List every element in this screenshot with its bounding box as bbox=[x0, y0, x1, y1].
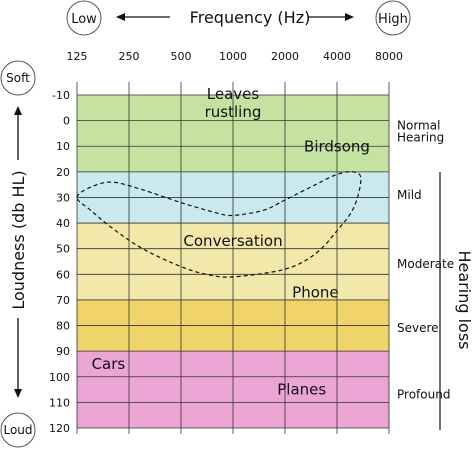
loud-badge bbox=[0, 412, 36, 448]
band-label-moderate-line: Moderate bbox=[397, 257, 454, 271]
high-badge bbox=[375, 0, 411, 36]
band-label-normal-hearing-line: Normal bbox=[397, 119, 440, 133]
y-tick-label: 10 bbox=[56, 140, 70, 153]
high-label: High bbox=[378, 12, 408, 27]
x-arrowhead-right bbox=[345, 13, 354, 21]
sound-label-phone-line: Phone bbox=[292, 283, 338, 301]
grid bbox=[76, 82, 390, 434]
y-tick-label: 60 bbox=[56, 268, 70, 281]
y-tick-label: 110 bbox=[49, 396, 70, 409]
sound-label-birdsong: Birdsong bbox=[304, 137, 370, 155]
y-tick-label: 120 bbox=[49, 422, 70, 435]
sound-label-cars-line: Cars bbox=[92, 355, 126, 373]
y-tick-label: 40 bbox=[56, 217, 70, 230]
x-tick-label: 250 bbox=[119, 50, 140, 63]
sound-label-leaves-rustling: Leaves rustling bbox=[205, 85, 262, 121]
band-label-profound: Profound bbox=[397, 388, 450, 402]
sound-label-leaves-rustling-line: Leaves bbox=[207, 85, 260, 103]
y-tick-label: 50 bbox=[56, 243, 70, 256]
axes: 125 250 500 1000 2000 4000 8000 -10 0 10 20 30 40 50 6… bbox=[49, 50, 403, 435]
sound-labels: Leaves rustling Birdsong Conversation Phone C… bbox=[92, 85, 370, 399]
low-badge bbox=[66, 0, 102, 36]
x-arrowhead-left bbox=[116, 13, 125, 21]
sound-label-conversation-line: Conversation bbox=[183, 232, 282, 250]
sound-label-birdsong-line: Birdsong bbox=[304, 137, 370, 155]
sound-label-phone: Phone bbox=[292, 283, 338, 301]
y-tick-label: 0 bbox=[63, 115, 70, 128]
loud-label: Loud bbox=[3, 423, 32, 437]
x-tick-label: 1000 bbox=[219, 50, 247, 63]
y-arrowhead-up bbox=[14, 106, 22, 115]
x-tick-label: 125 bbox=[67, 50, 88, 63]
soft-badge bbox=[0, 60, 36, 96]
band-label-normal-hearing: Normal Hearing bbox=[397, 119, 444, 145]
band-label-normal-hearing-line: Hearing bbox=[397, 131, 444, 145]
y-arrowhead-down bbox=[14, 389, 22, 398]
band-label-moderate: Moderate bbox=[397, 257, 454, 271]
sound-label-leaves-rustling-line: rustling bbox=[205, 103, 262, 121]
band-label-mild-line: Mild bbox=[397, 188, 422, 202]
y-tick-label: 20 bbox=[56, 166, 70, 179]
y-tick-label: 80 bbox=[56, 320, 70, 333]
band-label-mild: Mild bbox=[397, 188, 422, 202]
band-label-profound-line: Profound bbox=[397, 388, 450, 402]
x-tick-label: 500 bbox=[171, 50, 192, 63]
low-label: Low bbox=[71, 12, 97, 27]
y-tick-label: -10 bbox=[52, 89, 70, 102]
soft-label: Soft bbox=[6, 71, 30, 85]
band-labels: Normal Hearing Mild Moderate Severe Profound bbox=[397, 119, 454, 402]
sound-label-planes: Planes bbox=[277, 381, 326, 399]
sound-label-cars: Cars bbox=[92, 355, 126, 373]
x-tick-label: 2000 bbox=[271, 50, 299, 63]
band-label-severe: Severe bbox=[397, 321, 439, 335]
band-label-severe-line: Severe bbox=[397, 321, 439, 335]
speech-banana-curve bbox=[76, 170, 362, 278]
sound-label-conversation: Conversation bbox=[183, 232, 282, 250]
x-axis-title: Frequency (Hz) bbox=[190, 8, 311, 27]
x-tick-label: 8000 bbox=[375, 50, 403, 63]
y-tick-label: 100 bbox=[49, 371, 70, 384]
y-axis-title: Loudness (db HL) bbox=[9, 170, 28, 309]
y-tick-label: 30 bbox=[56, 191, 70, 204]
speech-banana bbox=[76, 170, 362, 278]
y-tick-label: 90 bbox=[56, 345, 70, 358]
x-tick-label: 4000 bbox=[323, 50, 351, 63]
sound-label-planes-line: Planes bbox=[277, 381, 326, 399]
hearing-loss-label: Hearing loss bbox=[455, 251, 474, 350]
y-tick-label: 70 bbox=[56, 294, 70, 307]
